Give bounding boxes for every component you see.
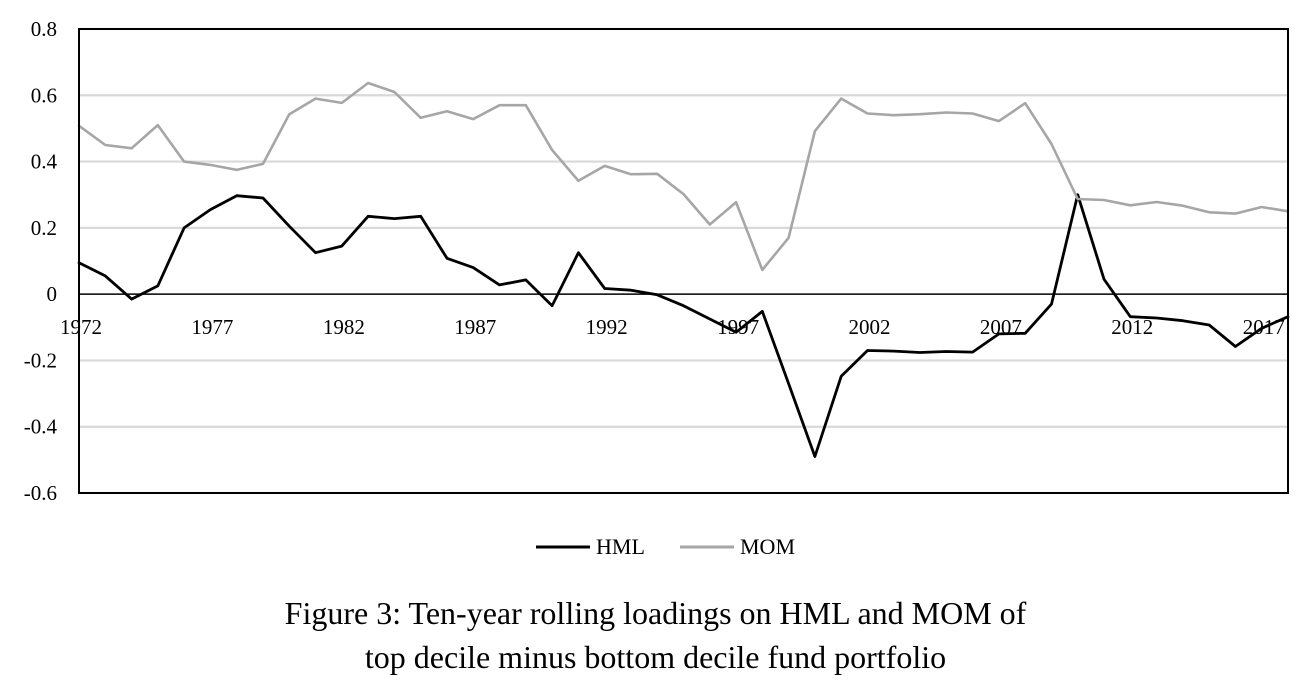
x-axis-ticks: 1972 1977 1982 1987 1992 1997 2002 2007 2012 2017 — [60, 315, 1285, 339]
x-tick-label: 1992 — [586, 315, 628, 339]
x-tick-label: 1987 — [454, 315, 496, 339]
y-tick-label: 0.6 — [31, 83, 57, 107]
line-chart: 0.80.60.40.20-0.2-0.4-0.6 1972 1977 1982 19… — [24, 17, 1290, 559]
y-tick-label: 0.2 — [31, 216, 57, 240]
series-layer — [77, 81, 1290, 458]
legend-label-hml: HML — [596, 534, 645, 559]
x-tick-label: 1982 — [323, 315, 365, 339]
legend: HML MOM — [536, 534, 795, 559]
figure-caption-line-2: top decile minus bottom decile fund port… — [364, 639, 947, 675]
y-tick-label: 0.8 — [31, 17, 57, 41]
x-tick-label: 1972 — [60, 315, 102, 339]
y-tick-label: -0.4 — [24, 415, 58, 439]
plot-frame — [78, 28, 1289, 494]
x-tick-label: 2007 — [980, 315, 1022, 339]
gridlines — [79, 27, 1288, 495]
y-axis-ticks: 0.8 0.6 0.4 0.2 0 -0.2 -0.4 -0.6 — [24, 17, 58, 505]
x-tick-label: 2017 — [1243, 315, 1285, 339]
y-tick-label: 0 — [47, 282, 58, 306]
y-tick-label: 0.4 — [31, 150, 58, 174]
series-line-hml — [77, 193, 1290, 458]
x-tick-label: 2002 — [848, 315, 890, 339]
y-tick-label: -0.6 — [24, 481, 57, 505]
x-tick-label: 2012 — [1111, 315, 1153, 339]
y-tick-label: -0.2 — [24, 348, 57, 372]
figure-caption-line-1: Figure 3: Ten-year rolling loadings on H… — [284, 595, 1027, 631]
legend-label-mom: MOM — [740, 534, 795, 559]
series-line-mom — [77, 81, 1290, 272]
x-tick-label: 1997 — [717, 315, 759, 339]
x-tick-label: 1977 — [191, 315, 233, 339]
